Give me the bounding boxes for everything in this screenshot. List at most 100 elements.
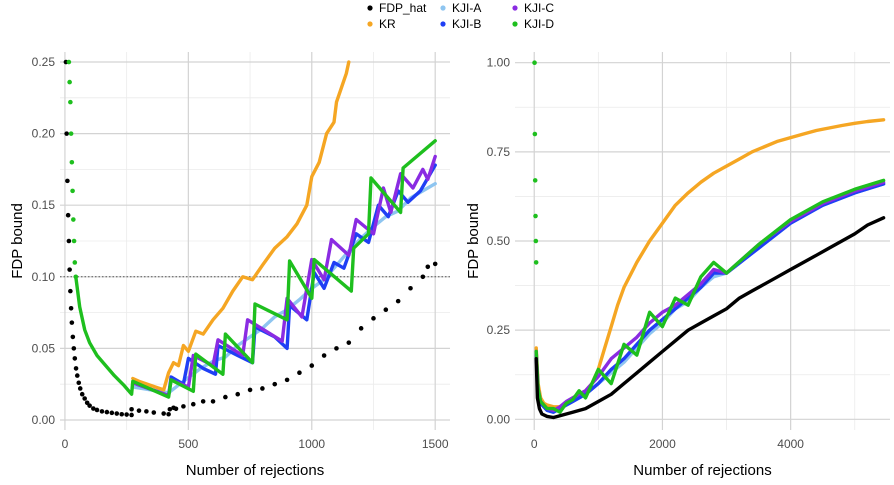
left-panel: 0.00 0.05 0.10 0.15 0.20 0.25 0 500 1000 1500 Numb… bbox=[9, 52, 450, 479]
data-point-fdp-hat bbox=[69, 320, 75, 325]
data-point-fdp-hat bbox=[309, 363, 315, 368]
y-tick-label: 1.00 bbox=[487, 56, 511, 70]
data-point-fdp-hat bbox=[161, 411, 166, 416]
data-point-fdp-hat bbox=[119, 411, 125, 417]
data-point-fdp-hat bbox=[77, 386, 83, 391]
data-point-fdp-hat bbox=[200, 399, 206, 404]
y-tick-label: 0.00 bbox=[32, 413, 56, 427]
series-line-kji-b bbox=[534, 182, 886, 414]
data-point-fdp-hat bbox=[297, 370, 302, 376]
x-axis-label: Number of rejections bbox=[633, 462, 771, 479]
series-line-kji-d bbox=[74, 139, 437, 399]
data-point-fdp-hat bbox=[260, 386, 265, 391]
series-line-kr bbox=[534, 118, 886, 409]
data-point-fdp-hat bbox=[76, 380, 82, 386]
data-point-fdp-hat bbox=[87, 403, 92, 408]
data-point-fdp-hat bbox=[136, 408, 142, 413]
data-point-kji-d bbox=[533, 260, 539, 265]
data-point-fdp-hat bbox=[210, 399, 216, 404]
legend-label: KR bbox=[379, 17, 396, 31]
y-tick-label: 0.25 bbox=[487, 323, 511, 337]
y-tick-label: 0.50 bbox=[487, 234, 511, 248]
legend-label: KJI-B bbox=[452, 17, 481, 31]
y-tick-label: 0.20 bbox=[32, 127, 56, 141]
x-tick-label: 1000 bbox=[298, 437, 325, 451]
data-point-kji-d bbox=[71, 238, 77, 244]
data-point-fdp-hat bbox=[124, 412, 129, 417]
x-tick-label: 500 bbox=[178, 437, 198, 451]
data-point-fdp-hat bbox=[114, 411, 120, 416]
data-point-fdp-hat bbox=[432, 261, 438, 267]
data-point-fdp-hat bbox=[79, 391, 85, 397]
data-point-fdp-hat bbox=[235, 391, 241, 397]
y-tick-label: 0.75 bbox=[487, 145, 511, 159]
data-point-fdp-hat bbox=[321, 353, 327, 358]
data-point-fdp-hat bbox=[74, 373, 80, 378]
y-tick-label: 0.15 bbox=[32, 198, 56, 212]
data-point-fdp-hat bbox=[82, 396, 87, 401]
data-point-fdp-hat bbox=[190, 401, 196, 407]
data-point-fdp-hat bbox=[284, 377, 290, 383]
data-point-kji-d bbox=[68, 99, 73, 105]
series-line-kji-c bbox=[534, 180, 886, 413]
legend-label: KJI-A bbox=[452, 1, 481, 15]
data-point-fdp-hat bbox=[91, 406, 96, 411]
x-tick-label: 0 bbox=[62, 437, 69, 451]
data-point-fdp-hat bbox=[68, 305, 74, 311]
legend-key-kji-b bbox=[440, 21, 446, 27]
legend-key-kji-c bbox=[512, 5, 518, 11]
y-tick-label: 0.00 bbox=[487, 412, 511, 426]
x-tick-label: 4000 bbox=[777, 437, 804, 451]
y-tick-label: 0.05 bbox=[32, 341, 56, 355]
data-point-fdp-hat bbox=[395, 298, 401, 304]
data-point-fdp-hat bbox=[166, 411, 171, 417]
y-axis-label: FDP bound bbox=[9, 203, 26, 279]
data-point-fdp-hat bbox=[68, 288, 73, 294]
data-point-fdp-hat bbox=[346, 340, 352, 345]
legend-label: FDP_hat bbox=[379, 1, 427, 15]
data-point-fdp-hat bbox=[66, 238, 72, 244]
legend: FDP_hat KR KJI-A KJI-B KJI-C KJI-D bbox=[367, 1, 554, 31]
data-point-kji-d bbox=[70, 188, 75, 194]
data-point-kji-d bbox=[532, 131, 538, 137]
data-point-fdp-hat bbox=[151, 410, 157, 415]
data-point-fdp-hat bbox=[70, 334, 76, 340]
data-point-fdp-hat bbox=[420, 274, 426, 280]
legend-label: KJI-D bbox=[524, 17, 554, 31]
series-line-fdp-hat bbox=[534, 216, 886, 420]
legend-key-fdp-hat bbox=[367, 5, 373, 11]
data-point-fdp-hat bbox=[71, 346, 77, 351]
series-line-kr bbox=[131, 60, 351, 392]
data-point-fdp-hat bbox=[65, 212, 71, 218]
data-point-fdp-hat bbox=[181, 404, 186, 409]
data-point-fdp-hat bbox=[67, 267, 72, 272]
x-tick-label: 0 bbox=[531, 437, 538, 451]
right-panel: 0.00 0.25 0.50 0.75 1.00 0 2000 4000 Number of r… bbox=[465, 52, 890, 479]
data-point-fdp-hat bbox=[65, 178, 70, 184]
data-point-fdp-hat bbox=[247, 387, 253, 393]
legend-label: KJI-C bbox=[524, 1, 554, 15]
data-point-kji-d bbox=[533, 213, 538, 219]
data-point-fdp-hat bbox=[272, 381, 278, 387]
data-point-fdp-hat bbox=[64, 131, 69, 136]
series-line-kji-d bbox=[534, 178, 886, 414]
data-point-kji-d bbox=[72, 260, 78, 265]
data-point-fdp-hat bbox=[408, 285, 413, 291]
data-point-fdp-hat bbox=[371, 316, 376, 321]
data-point-fdp-hat bbox=[129, 412, 134, 418]
series-line-kji-a bbox=[534, 182, 886, 414]
x-tick-label: 2000 bbox=[649, 437, 676, 451]
data-point-kji-d bbox=[533, 238, 539, 244]
data-point-fdp-hat bbox=[73, 366, 79, 371]
data-point-fdp-hat bbox=[109, 410, 115, 416]
legend-key-kji-a bbox=[440, 5, 446, 11]
x-axis-label: Number of rejections bbox=[186, 462, 324, 479]
data-point-kji-d bbox=[532, 178, 538, 183]
data-point-fdp-hat bbox=[334, 346, 339, 351]
y-tick-label: 0.10 bbox=[32, 270, 56, 284]
x-tick-label: 1500 bbox=[422, 437, 449, 451]
data-point-fdp-hat bbox=[94, 407, 100, 413]
data-point-fdp-hat bbox=[72, 356, 78, 361]
legend-key-kji-d bbox=[512, 21, 518, 27]
